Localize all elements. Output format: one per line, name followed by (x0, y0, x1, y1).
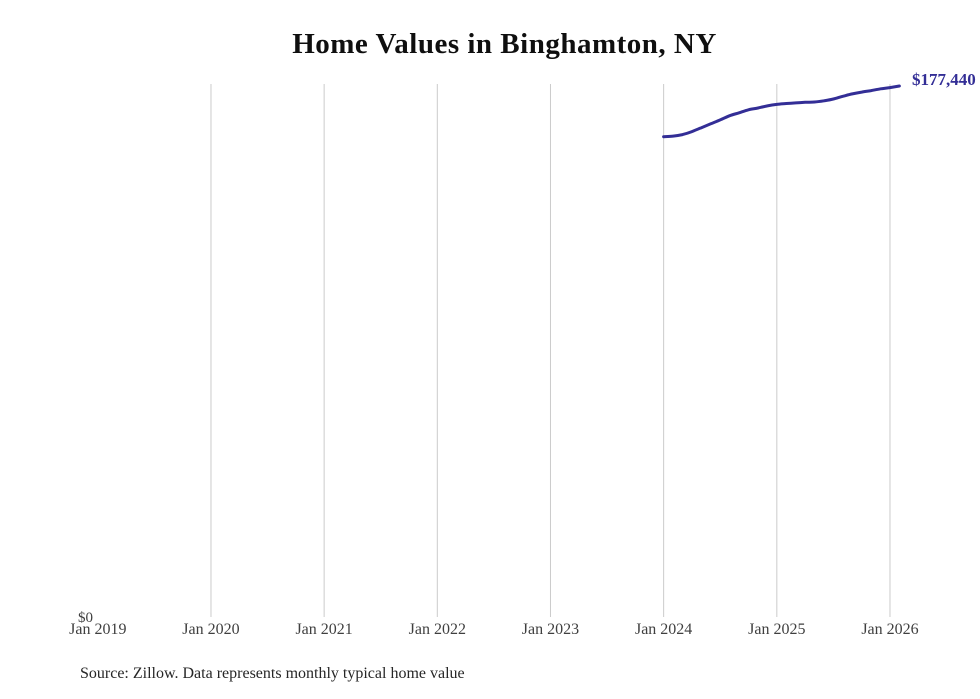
x-tick-label: Jan 2025 (748, 621, 806, 638)
x-tick-label: Jan 2021 (295, 621, 353, 638)
x-tick-label: Jan 2019 (69, 621, 127, 638)
x-tick-label: Jan 2026 (861, 621, 919, 638)
y-axis-zero-label: $0 (78, 610, 93, 626)
x-tick-label: Jan 2022 (408, 621, 466, 638)
gridlines-group (210, 84, 891, 617)
source-note: Source: Zillow. Data represents monthly … (80, 665, 465, 682)
x-tick-label: Jan 2023 (521, 621, 580, 638)
home-value-line-series (662, 84, 901, 139)
chart-title: Home Values in Binghamton, NY (292, 28, 717, 60)
x-tick-label: Jan 2020 (182, 621, 240, 638)
x-tick-label: Jan 2024 (634, 621, 693, 638)
series-end-value-label: $177,440 (912, 70, 976, 89)
